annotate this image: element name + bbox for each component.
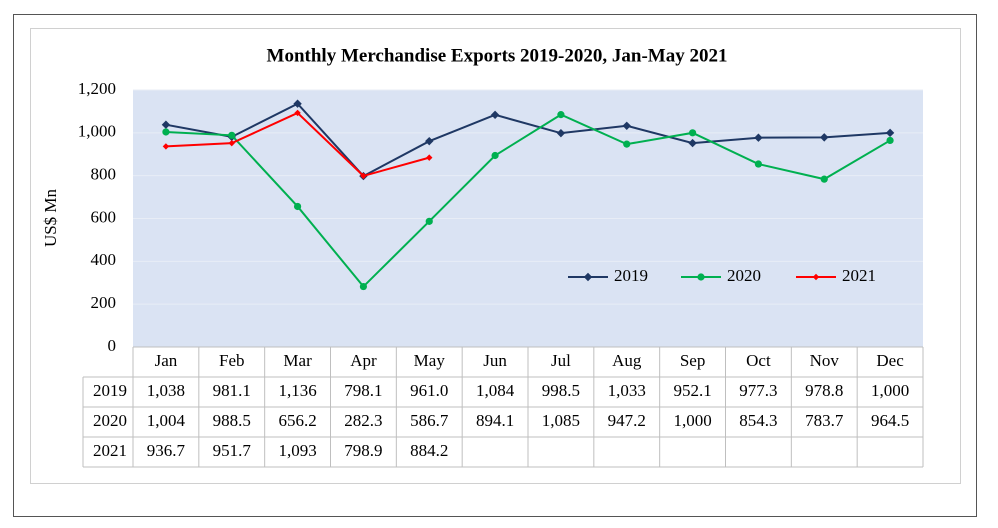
legend-marker bbox=[697, 273, 705, 281]
y-tick-label: 200 bbox=[91, 293, 117, 312]
table-cell: 961.0 bbox=[410, 381, 448, 400]
table-cell: 981.1 bbox=[213, 381, 251, 400]
point bbox=[161, 120, 171, 129]
point bbox=[293, 202, 302, 211]
point bbox=[426, 154, 433, 161]
point bbox=[754, 133, 763, 142]
point bbox=[228, 139, 235, 147]
point bbox=[754, 160, 763, 168]
x-tick-label: Jul bbox=[551, 351, 571, 370]
x-tick-label: Oct bbox=[746, 351, 771, 370]
y-tick-label: 600 bbox=[91, 207, 117, 226]
table-cell: 988.5 bbox=[213, 411, 251, 430]
table-cell: 783.7 bbox=[805, 411, 844, 430]
point bbox=[623, 140, 631, 148]
legend-label: 2020 bbox=[727, 266, 761, 285]
table-cell: 282.3 bbox=[344, 411, 382, 430]
series-line bbox=[165, 102, 891, 178]
point bbox=[820, 133, 829, 142]
table-cell: 798.9 bbox=[344, 441, 382, 460]
x-tick-label: Sep bbox=[680, 351, 706, 370]
point bbox=[886, 136, 894, 145]
point bbox=[622, 121, 631, 130]
table-cell: 854.3 bbox=[739, 411, 777, 430]
table-cell: 1,085 bbox=[542, 411, 580, 430]
x-tick-label: Dec bbox=[876, 351, 904, 370]
point bbox=[293, 99, 302, 108]
legend-marker bbox=[583, 272, 593, 282]
table-cell: 947.2 bbox=[608, 411, 646, 430]
table-cell: 586.7 bbox=[410, 411, 449, 430]
y-tick-label: 1,200 bbox=[78, 79, 116, 98]
point bbox=[688, 138, 697, 148]
point bbox=[294, 109, 301, 117]
table-row-label: 2019 bbox=[93, 381, 127, 400]
x-tick-label: Aug bbox=[612, 351, 642, 370]
x-tick-label: Jun bbox=[483, 351, 507, 370]
table-cell: 656.2 bbox=[278, 411, 316, 430]
table-cell: 1,084 bbox=[476, 381, 515, 400]
table-cell: 894.1 bbox=[476, 411, 514, 430]
point bbox=[557, 111, 565, 119]
point bbox=[556, 128, 566, 138]
chart-frame bbox=[30, 28, 961, 484]
point bbox=[491, 151, 499, 160]
table-row-label: 2020 bbox=[93, 411, 127, 430]
y-tick-label: 400 bbox=[91, 250, 117, 269]
table-cell: 798.1 bbox=[344, 381, 382, 400]
table-cell: 951.7 bbox=[213, 441, 252, 460]
x-tick-label: May bbox=[414, 351, 446, 370]
table-cell: 978.8 bbox=[805, 381, 843, 400]
table-cell: 1,000 bbox=[871, 381, 909, 400]
x-tick-label: Mar bbox=[283, 351, 312, 370]
table-cell: 1,136 bbox=[278, 381, 316, 400]
point bbox=[360, 172, 367, 180]
point bbox=[688, 129, 697, 137]
table-cell: 964.5 bbox=[871, 411, 909, 430]
table-cell: 1,093 bbox=[278, 441, 316, 460]
y-tick-label: 1,000 bbox=[78, 122, 116, 141]
table-cell: 936.7 bbox=[147, 441, 186, 460]
table-cell: 1,004 bbox=[147, 411, 186, 430]
x-tick-label: Apr bbox=[350, 351, 377, 370]
table-row-label: 2021 bbox=[93, 441, 127, 460]
table-cell: 1,038 bbox=[147, 381, 185, 400]
x-tick-label: Feb bbox=[219, 351, 245, 370]
point bbox=[425, 136, 434, 146]
table-cell: 977.3 bbox=[739, 381, 777, 400]
y-tick-label: 0 bbox=[108, 336, 117, 355]
y-tick-label: 800 bbox=[91, 165, 117, 184]
legend-label: 2021 bbox=[842, 266, 876, 285]
table-cell: 884.2 bbox=[410, 441, 448, 460]
point bbox=[490, 110, 500, 120]
point bbox=[885, 128, 895, 138]
table-cell: 1,000 bbox=[673, 411, 711, 430]
point bbox=[162, 128, 170, 136]
point bbox=[425, 217, 433, 225]
table-cell: 998.5 bbox=[542, 381, 580, 400]
x-tick-label: Jan bbox=[155, 351, 178, 370]
x-tick-label: Nov bbox=[810, 351, 840, 370]
legend-marker bbox=[812, 273, 820, 281]
point bbox=[162, 143, 170, 150]
point bbox=[820, 175, 828, 183]
point bbox=[228, 131, 236, 139]
table-cell: 952.1 bbox=[673, 381, 711, 400]
point bbox=[359, 282, 368, 291]
table-cell: 1,033 bbox=[608, 381, 646, 400]
series-line bbox=[165, 113, 891, 289]
chart-title: Monthly Merchandise Exports 2019-2020, J… bbox=[267, 45, 728, 66]
y-axis-title: US$ Mn bbox=[41, 188, 60, 247]
legend-label: 2019 bbox=[614, 266, 648, 285]
